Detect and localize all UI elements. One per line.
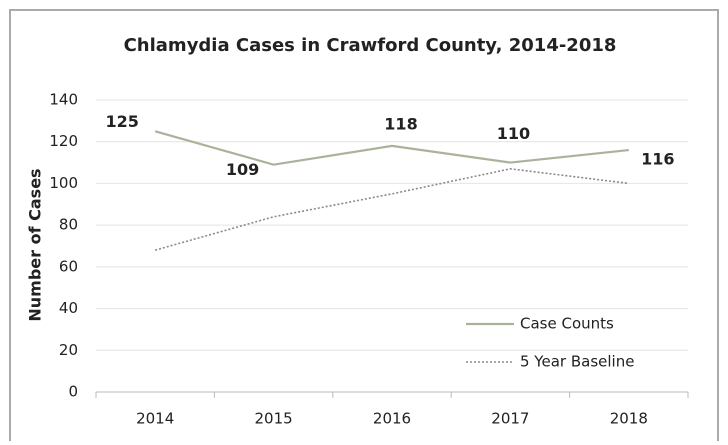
y-tick-label: 80 xyxy=(59,216,78,234)
y-axis-label: Number of Cases xyxy=(26,168,45,321)
x-tick-label: 2016 xyxy=(373,410,411,428)
x-tick-label: 2017 xyxy=(491,410,529,428)
y-tick-label: 60 xyxy=(59,257,78,275)
x-tick-label: 2015 xyxy=(255,410,293,428)
y-tick-label: 140 xyxy=(49,91,78,109)
legend-label: 5 Year Baseline xyxy=(520,353,634,371)
data-line xyxy=(154,168,629,251)
y-tick-label: 20 xyxy=(59,341,78,359)
y-tick-label: 0 xyxy=(68,383,78,401)
data-label: 116 xyxy=(641,150,674,169)
data-label: 125 xyxy=(105,112,138,131)
data-label: 109 xyxy=(226,160,259,179)
x-tick-label: 2014 xyxy=(136,410,174,428)
data-label: 118 xyxy=(384,114,417,133)
chart-frame xyxy=(9,9,719,445)
data-line xyxy=(154,130,629,166)
y-tick-label: 120 xyxy=(49,132,78,150)
chart-title: Chlamydia Cases in Crawford County, 2014… xyxy=(124,35,617,56)
data-label: 110 xyxy=(497,124,530,143)
y-tick-label: 100 xyxy=(49,174,78,192)
y-tick-label: 40 xyxy=(59,299,78,317)
x-tick-label: 2018 xyxy=(610,410,648,428)
legend-label: Case Counts xyxy=(520,315,614,333)
